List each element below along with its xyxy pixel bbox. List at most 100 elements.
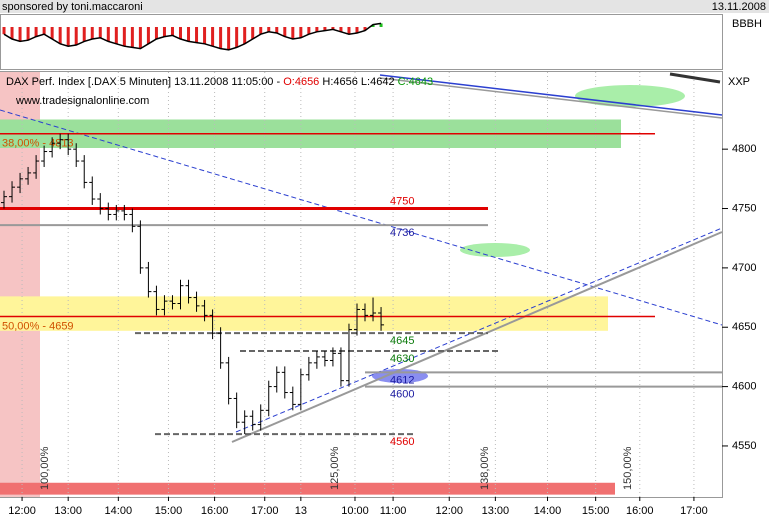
x-tick-label: 16:00 [626,505,654,517]
indicator-bar [106,27,110,42]
date: 13.11.2008 [712,1,766,13]
indicator-bar [34,27,38,37]
indicator-bar [371,24,375,27]
band [0,482,615,495]
indicator-bar [187,27,191,42]
indicator-bar [66,27,70,47]
indicator-bar [283,27,287,37]
trendline [379,77,723,119]
x-tick-label: 12:00 [435,505,463,517]
symbol: XXP [728,76,750,88]
indicator-bar [339,27,343,32]
indicator-bar [179,27,182,39]
indicator-bar [138,27,142,49]
level-label: 4612 [390,374,414,386]
fib-label: 50,00% - 4659 [2,320,74,332]
indicator-bar [74,27,78,45]
indicator-bar [379,23,383,27]
level-label: 4736 [390,227,414,239]
level-label: 4560 [390,436,414,448]
indicator-bar [58,27,62,44]
indicator-bar [26,27,30,41]
indicator-bar [307,27,311,35]
indicator-bar [275,27,279,33]
level-label: 4645 [390,335,414,347]
indicator-bar [251,27,255,39]
indicator-bar [2,27,6,35]
x-tick-label: 15:00 [155,505,183,517]
x-tick-label: 14:00 [105,505,133,517]
indicator-bar [299,27,303,38]
indicator-bar [203,27,207,44]
indicator-bar [323,27,327,31]
x-tick-label: 13:00 [482,505,510,517]
percent-label: 125,00% [329,446,341,490]
low-text: L:4642 [361,76,395,88]
title: DAX Perf. Index [.DAX 5 Minuten] 13.11.2… [6,76,280,88]
indicator-bar [18,27,22,42]
top-bar [0,0,769,13]
indicator-bar [114,27,118,44]
indicator-bar [82,27,86,42]
indicator-bar [219,27,223,49]
indicator-bar [50,27,54,39]
x-tick-label: 17:00 [680,505,708,517]
indicator-bar [267,27,271,32]
x-tick-label: 11:00 [380,505,407,517]
indicator-bar [122,27,126,47]
indicator-panel [0,14,723,70]
x-tick-label: 16:00 [201,505,229,517]
y-tick-label: 4650 [732,321,756,333]
indicator-bar [146,27,150,44]
level-label: 4750 [390,195,414,207]
high-text: H:4656 [322,76,357,88]
indicator-line [3,22,382,51]
y-tick-label: 4550 [732,440,756,452]
trendline [669,72,721,84]
y-tick-label: 4700 [732,262,756,274]
indicator-bar [154,27,158,39]
x-tick-label: 13:00 [54,505,82,517]
indicator-bar [162,27,166,37]
close-text: C:4643 [398,76,433,88]
fib-label: 38,00% - 4813 [2,138,74,150]
x-tick-label: 10:00 [341,505,369,517]
percent-label: 100,00% [39,446,51,490]
indicator-bar [331,27,335,30]
indicator-bar [10,27,14,39]
level-label: 4630 [390,353,414,365]
indicator-bar [211,27,215,47]
indicator-bar [291,27,295,39]
indicator-bar [347,27,351,35]
indicator-bar [90,27,94,39]
highlight-ellipse [460,243,530,257]
indicator-bar [235,27,239,48]
indicator-bar [42,27,46,35]
y-tick-label: 4600 [732,381,756,393]
y-tick-label: 4800 [732,143,756,155]
x-tick-label: 17:00 [251,505,279,517]
level-label: 4600 [390,389,414,401]
x-tick-label: 15:00 [582,505,610,517]
website: www.tradesignalonline.com [15,95,149,107]
indicator-bar [363,27,367,31]
indicator-bar [243,27,247,44]
indicator-bar [195,27,199,43]
indicator-bar [355,27,359,33]
indicator-bar [315,27,319,32]
sponsor: sponsored by toni.maccaroni [2,1,143,13]
trendline [379,74,723,116]
chart-title: DAX Perf. Index [.DAX 5 Minuten] 13.11.2… [6,76,433,88]
trendline [231,231,723,443]
percent-label: 150,00% [622,446,634,490]
indicator-bar [130,27,134,48]
indicator-bar [259,27,263,35]
x-tick-label: 14:00 [534,505,562,517]
trendline [0,109,723,326]
x-tick-label: 13 [295,505,307,517]
y-tick-label: 4750 [732,202,756,214]
percent-label: 138,00% [479,446,491,490]
indicator-bar [170,27,174,36]
indicator-bar [98,27,102,38]
